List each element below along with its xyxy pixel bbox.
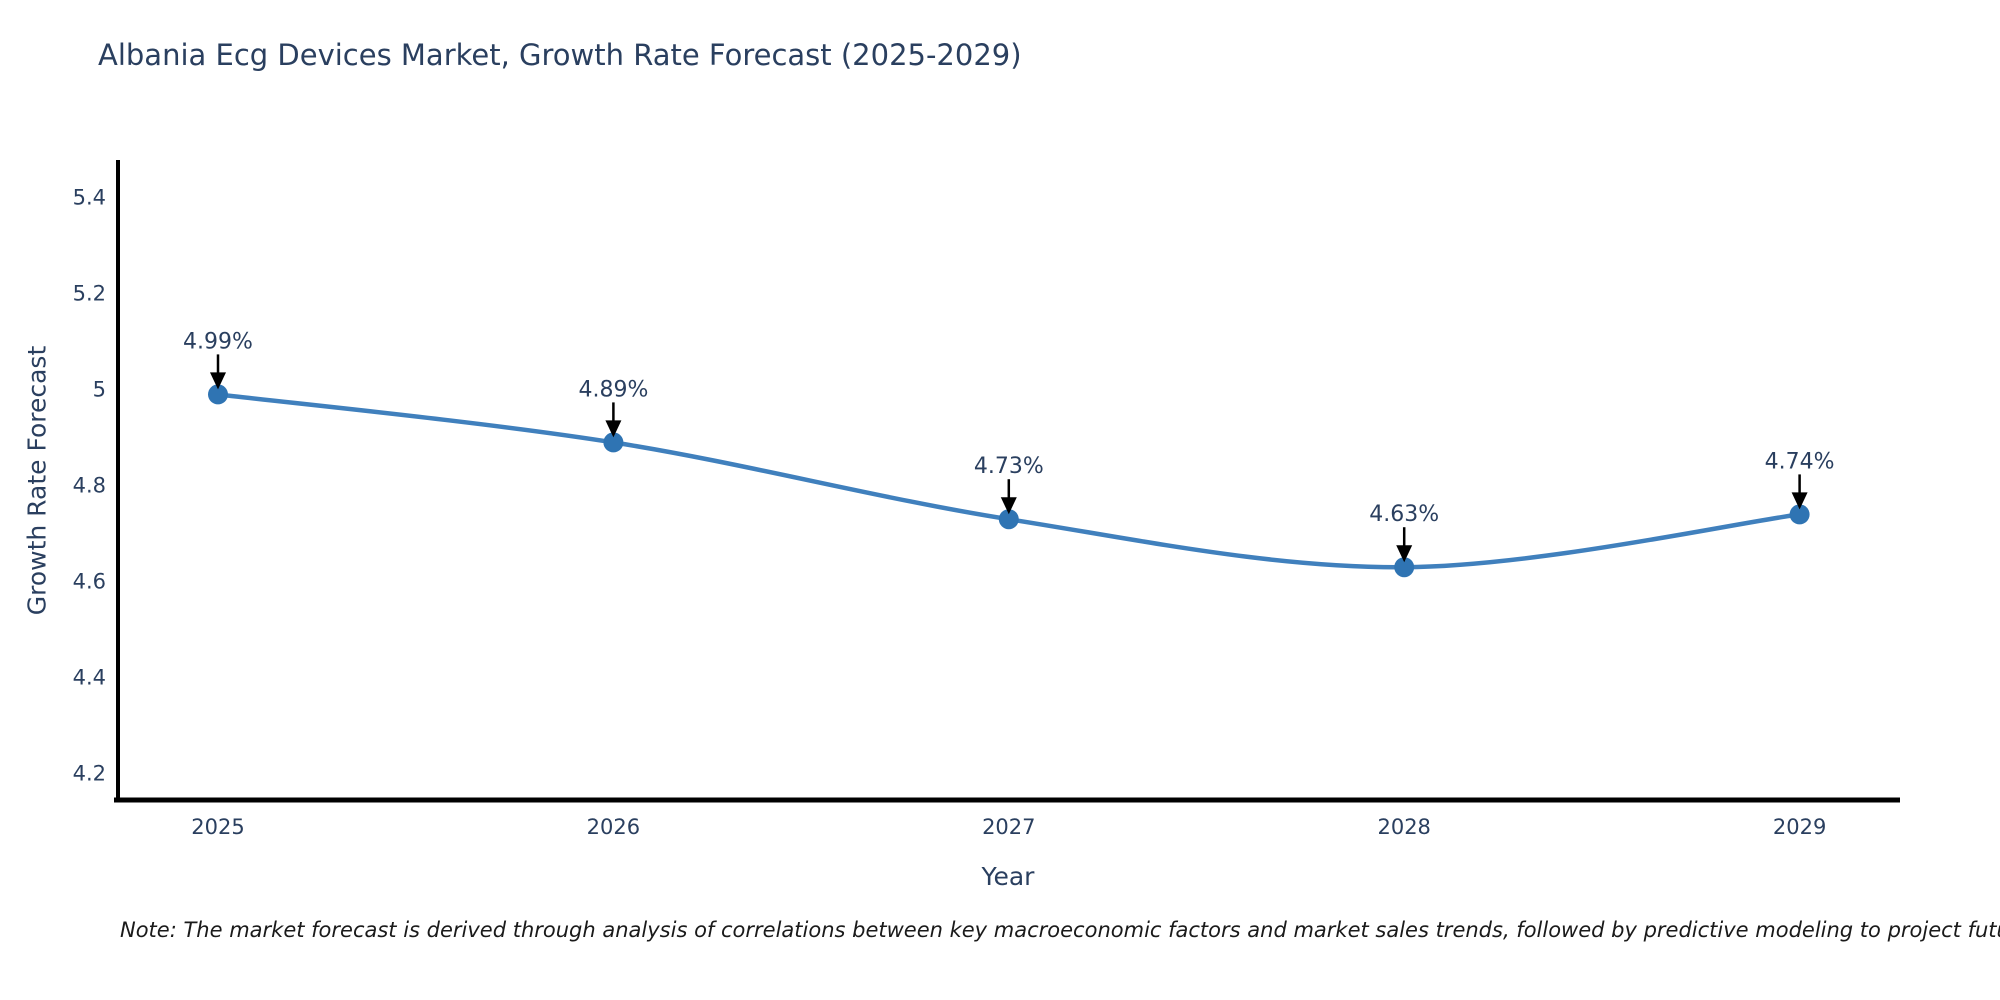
y-tick-label-4.2: 4.2 <box>73 762 106 786</box>
point-label-2027: 4.73% <box>974 454 1044 479</box>
y-tick-label-4.8: 4.8 <box>73 474 106 498</box>
data-point-2027[interactable] <box>998 509 1019 530</box>
data-point-2028[interactable] <box>1394 557 1415 578</box>
point-label-2028: 4.63% <box>1369 502 1439 527</box>
annotation-arrowhead-2027 <box>1000 497 1017 515</box>
annotation-arrowhead-2025 <box>210 372 226 390</box>
annotation-arrowhead-2026 <box>605 420 622 438</box>
y-tick-label-5: 5 <box>93 378 106 402</box>
y-tick-label-4.6: 4.6 <box>73 570 106 594</box>
footnote: Note: The market forecast is derived thr… <box>120 918 2000 942</box>
data-point-2026[interactable] <box>603 432 624 453</box>
x-tick-label-2028: 2028 <box>1377 815 1430 839</box>
y-tick-label-5.2: 5.2 <box>73 282 106 306</box>
x-axis-title: Year <box>981 862 1035 891</box>
y-tick-label-5.4: 5.4 <box>73 186 106 210</box>
y-tick-label-4.4: 4.4 <box>73 666 106 690</box>
point-label-2029: 4.74% <box>1765 449 1835 474</box>
data-point-2025[interactable] <box>208 384 228 405</box>
point-label-2025: 4.99% <box>183 329 253 354</box>
point-label-2026: 4.89% <box>578 377 648 402</box>
x-tick-label-2026: 2026 <box>587 815 640 839</box>
data-point-2029[interactable] <box>1789 504 1810 525</box>
x-tick-label-2029: 2029 <box>1773 815 1826 839</box>
chart-title: Albania Ecg Devices Market, Growth Rate … <box>98 38 1022 72</box>
annotation-arrowhead-2029 <box>1791 492 1808 510</box>
annotation-arrowhead-2028 <box>1396 545 1413 563</box>
x-tick-label-2025: 2025 <box>191 815 244 839</box>
x-tick-label-2027: 2027 <box>982 815 1035 839</box>
